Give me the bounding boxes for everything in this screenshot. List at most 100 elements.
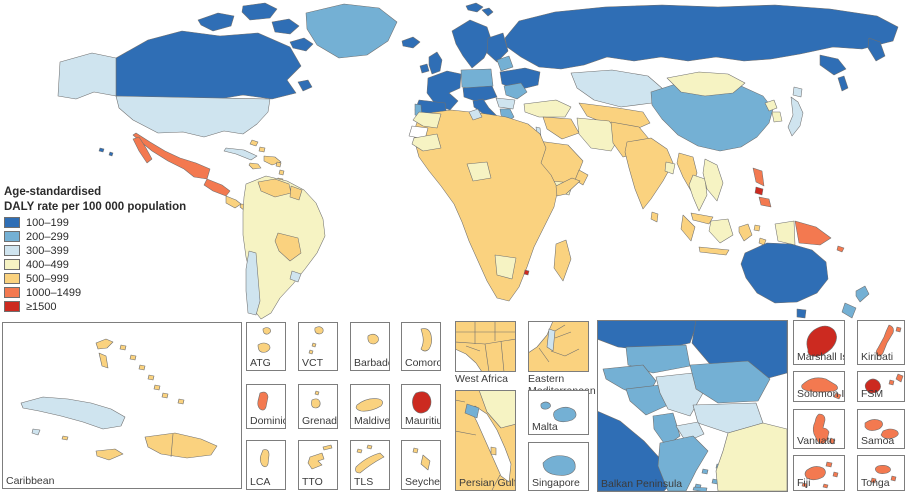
region-australia [740,242,829,304]
legend-swatch-500-999 [4,273,20,285]
legend-swatch-200-299 [4,231,20,243]
region-papua-new-guinea [794,220,832,246]
region-tasmania [796,308,807,319]
region-philippines-visayas [754,186,764,196]
inset-label-malta: Malta [532,420,558,433]
region-guatemala-honduras [203,178,231,197]
inset-lca: LCA [246,440,286,490]
inset-barbados: Barbados [350,322,390,371]
region-baja [132,136,153,164]
region-uk [428,51,443,75]
inset-fiji: Fiji [793,455,845,491]
region-hawaii [98,147,114,157]
country-borders [456,322,515,371]
island-shape [804,466,826,481]
island-shape [825,461,833,468]
legend-label: 1000–1499 [26,286,82,299]
region-guyana [289,185,303,201]
island-shape [801,482,808,488]
region-france [426,70,462,111]
island-shape [832,471,839,478]
region-horn-of-africa [555,177,581,197]
hispaniola [144,432,218,459]
island-shape [895,326,902,333]
region-finland [486,32,509,63]
haiti-dr-border [170,433,174,458]
legend-label: 200–299 [26,230,69,243]
legend-item: ≥1500 [4,301,186,313]
island-shape [870,477,877,484]
island-shape [888,379,895,386]
region-bahamas [249,139,266,153]
isle-of-youth [31,428,41,436]
inset-vct: VCT [298,322,338,371]
island-shape [420,328,432,352]
island-shape [355,398,383,412]
island-shape [864,419,883,431]
region-alaska [57,52,117,100]
inset-label-maldives: Maldives [354,414,390,427]
inset-label-kiribati: Kiribati [861,350,894,363]
region-bangladesh [664,161,676,175]
inset-label-caribbean: Caribbean [6,474,55,487]
region-malaysia [690,212,714,225]
region-canada [115,30,302,102]
region-serbia-bulgaria [495,97,516,110]
legend-swatch-300-399 [4,245,20,257]
island-shape [311,342,317,348]
region-borneo [708,218,734,244]
region-russia-far-east [819,37,886,92]
island-shape [412,391,432,414]
legend-swatch-1000-1499 [4,287,20,299]
legend-swatch-ge1500 [4,301,20,313]
inset-persian-gulf: Persian Gulf [455,390,516,491]
region-sri-lanka [650,211,659,223]
legend: Age-standardised DALY rate per 100 000 p… [4,185,186,313]
coast [456,349,482,371]
inset-label-vanuatu: Vanuatu [797,434,836,447]
region-north-korea [764,99,778,112]
inset-solomon: Solomon Isl [793,371,845,402]
region-java [698,246,730,256]
cayman [61,435,69,441]
legend-label: 400–499 [26,258,69,271]
region-japan [787,96,804,137]
island-shape [864,378,881,394]
region-central-asia [578,102,651,132]
region-madagascar [553,239,572,282]
inset-label-tonga: Tonga [861,476,890,489]
gozo-island [540,401,551,410]
region-bolivia-paraguay [274,232,302,262]
region-sulawesi [738,223,753,242]
region-south-korea [771,111,783,123]
inset-fsm: FSM [857,371,905,402]
inset-label-tls: TLS [354,475,374,488]
gulf-water [470,405,512,483]
region-baltics [496,55,514,72]
inset-label-balkan: Balkan Peninsula [601,477,683,490]
inset-tls: TLS [350,440,390,490]
inset-label-west-africa: West Africa [455,373,508,385]
region-turkey [523,99,572,118]
bosnia [625,384,669,416]
inset-label-fsm: FSM [861,387,884,400]
legend-label: 300–399 [26,244,69,257]
island-shape [308,349,314,355]
region-ireland [419,63,430,74]
inset-label-solomon: Solomon Isl [797,387,845,400]
legend-item: 1000–1499 [4,287,186,299]
legend-swatch-400-499 [4,259,20,271]
inset-label-comoros: Comoros [405,356,440,369]
island-shape [314,390,320,396]
region-new-zealand [841,285,870,319]
inset-comoros: Comoros [401,322,441,371]
legend-label: 100–199 [26,216,69,229]
inset-label-dominica: Dominica [250,414,285,427]
north-macedonia [675,421,705,443]
malta-island [553,406,577,423]
inset-balkan: Balkan Peninsula [597,320,788,492]
inset-label-lca: LCA [250,475,271,488]
inset-tonga: Tonga [857,455,905,491]
inset-label-vct: VCT [302,356,323,369]
